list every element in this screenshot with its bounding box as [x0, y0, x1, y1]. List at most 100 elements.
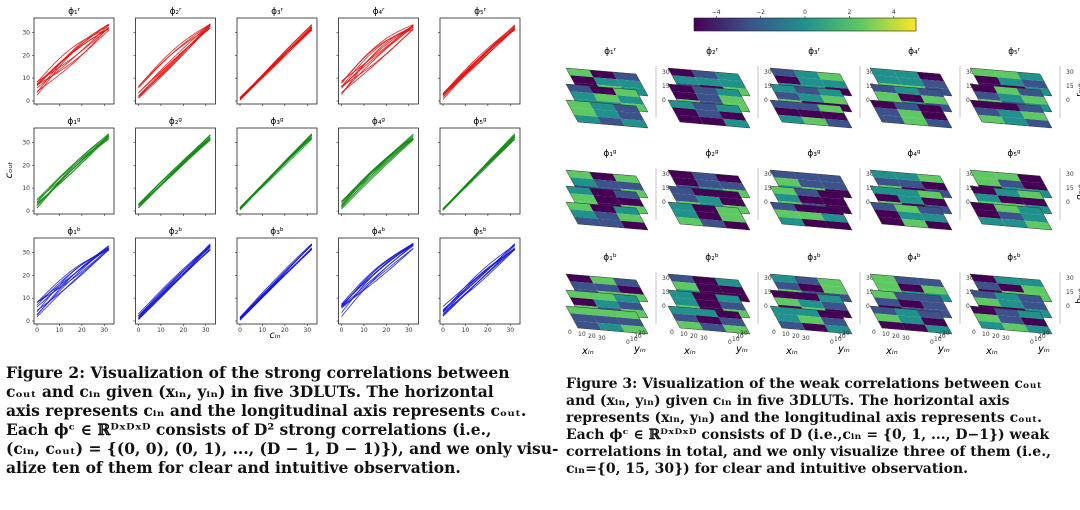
y-tick-label: 30: [22, 249, 30, 256]
heat-cell: [820, 197, 848, 207]
z-tick-label: 30: [866, 69, 874, 76]
z-tick-label: 0: [966, 199, 970, 206]
z-tick-label: 15: [866, 185, 874, 192]
heat-cell: [589, 86, 617, 96]
subplot-3d: ϕ₅ᵍ 30 15 0 gₒᵤₜ: [969, 149, 1080, 231]
heat-cell: [616, 317, 644, 327]
heat-cell: [774, 91, 802, 101]
heat-cell: [672, 297, 700, 307]
series-line: [36, 249, 110, 318]
slice-outline: [969, 185, 1053, 215]
figure-2-chart: ϕ₁ʳ 0 10 20 30 ϕ₂ʳ ϕ₃ʳ ϕ₄ʳ ϕ₅ʳ ϕ₁ᵍ 0 10 20 30 ϕ₂ᵍ ϕ₃ᵍ ϕ₄…: [4, 7, 521, 341]
heat-cell: [916, 310, 944, 320]
z-tick-label: 0: [662, 199, 666, 206]
heat-cell: [589, 188, 617, 198]
slice-outline: [565, 305, 649, 335]
heat-cell: [566, 170, 594, 180]
series-line: [138, 25, 211, 97]
heat-cell: [924, 118, 952, 128]
x-tick-label: 10: [782, 331, 790, 338]
subplot: ϕ₂ᵇ 0 10 20 30: [133, 227, 216, 334]
heat-cell: [612, 104, 640, 114]
heat-cell: [1001, 116, 1029, 126]
slice-outline: [565, 67, 649, 97]
heat-cell: [820, 181, 848, 191]
series-line: [442, 134, 516, 210]
heat-cell: [874, 91, 902, 101]
subplot: ϕ₅ʳ: [438, 7, 521, 106]
y-tick-label: 30: [638, 330, 646, 337]
series-line: [341, 26, 414, 94]
subplot-title: ϕ₁ᵍ: [67, 117, 81, 127]
heat-cell: [916, 72, 944, 82]
heat-cell: [974, 209, 1002, 219]
colorbar: [693, 17, 917, 32]
subplot: ϕ₃ᵇ 0 10 20 30: [235, 227, 318, 334]
heat-cell: [778, 216, 806, 226]
heat-cell: [878, 320, 906, 330]
heat-cell: [797, 315, 825, 325]
z-tick-label: 30: [662, 171, 670, 178]
x-tick-label: 10: [259, 327, 267, 334]
heat-cell: [816, 88, 844, 98]
series-line: [341, 139, 414, 210]
series-line: [341, 24, 414, 84]
subplot-title: ϕ₂ʳ: [170, 7, 183, 17]
heat-cell: [570, 313, 598, 323]
x-tick-label: 20: [588, 333, 596, 340]
z-tick-label: 30: [966, 275, 974, 282]
heat-cell: [816, 294, 844, 304]
slice-outline: [969, 273, 1053, 303]
heat-cell: [593, 299, 621, 309]
series-line: [239, 134, 313, 208]
heat-cell: [874, 281, 902, 291]
heat-cell: [570, 193, 598, 203]
heat-cell: [920, 95, 948, 105]
heat-cell: [1020, 213, 1048, 223]
subplot-3d: ϕ₄ᵍ 30 15 0: [869, 149, 974, 231]
x-tick-label: 0: [670, 329, 674, 336]
heat-cell: [893, 86, 921, 96]
heat-cell: [695, 211, 723, 221]
y-tick-label: 30: [22, 139, 30, 146]
heat-cell: [1020, 95, 1048, 105]
heat-cell: [616, 95, 644, 105]
z-tick-label: 15: [966, 83, 974, 90]
subplot-title: ϕ₂ᵍ: [169, 117, 183, 127]
heat-cell: [1020, 301, 1048, 311]
heat-cell: [1016, 206, 1044, 216]
series-line: [341, 244, 414, 308]
heat-slice: [769, 305, 853, 335]
series-line: [138, 249, 211, 319]
heat-cell: [1016, 88, 1044, 98]
heat-cell: [699, 116, 727, 126]
heat-cell: [774, 297, 802, 307]
heat-cell: [793, 102, 821, 112]
z-tick-label: 15: [966, 289, 974, 296]
heat-cell: [824, 118, 852, 128]
subplot: ϕ₃ᵍ: [235, 117, 318, 216]
heat-cell: [893, 292, 921, 302]
heat-cell: [699, 322, 727, 332]
subplot: ϕ₂ʳ: [133, 7, 216, 106]
heat-cell: [897, 211, 925, 221]
y-tick-label: 10: [22, 75, 30, 82]
heat-cell: [1020, 317, 1048, 327]
y-tick-label: 20: [1038, 333, 1046, 340]
heat-cell: [612, 190, 640, 200]
series-line: [341, 25, 414, 87]
heat-cell: [570, 75, 598, 85]
heat-cell: [970, 100, 998, 110]
z-tick-label: 30: [764, 275, 772, 282]
slice-outline: [769, 99, 853, 129]
figure-2: ϕ₁ʳ 0 10 20 30 ϕ₂ʳ ϕ₃ʳ ϕ₄ʳ ϕ₅ʳ ϕ₁ᵍ 0 10 20 30 ϕ₂ᵍ ϕ₃ᵍ ϕ₄…: [0, 0, 540, 350]
caption-line: correlations in total, and we only visua…: [566, 444, 1051, 461]
heat-cell: [566, 202, 594, 212]
heat-cell: [714, 72, 742, 82]
subplot-title: ϕ₁ᵍ: [603, 149, 617, 159]
heat-cell: [916, 190, 944, 200]
y-axis-label: cₒᵤₜ: [4, 162, 15, 179]
heat-cell: [1020, 285, 1048, 295]
heat-cell: [916, 174, 944, 184]
heat-cell: [668, 306, 696, 316]
